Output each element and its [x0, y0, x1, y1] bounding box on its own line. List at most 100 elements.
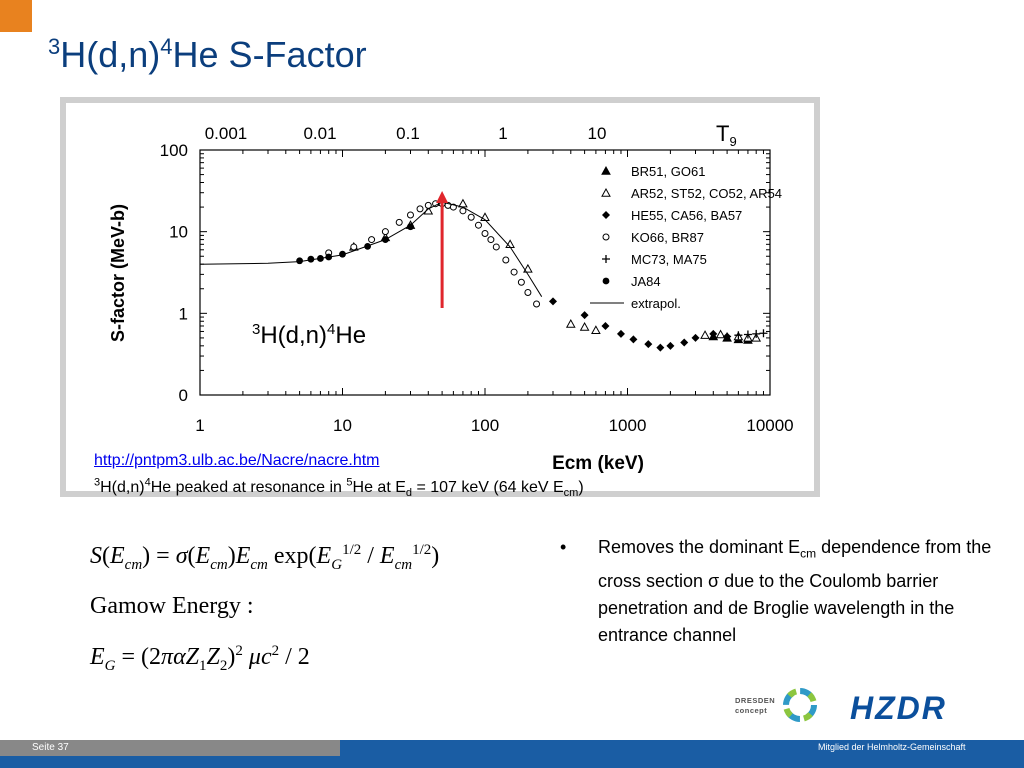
data-point [517, 278, 525, 286]
data-point [481, 229, 489, 237]
x-tick-label: 10 [333, 416, 352, 435]
footer-left-band [0, 740, 340, 756]
legend-label: KO66, BR87 [631, 230, 704, 245]
helmholtz-member-note: Mitglied der Helmholtz-Gemeinschaft [818, 742, 966, 752]
legend-entry: AR52, ST52, CO52, AR54 [601, 186, 782, 201]
data-point [492, 243, 500, 251]
data-point [752, 329, 761, 338]
data-point [381, 228, 389, 236]
top-tick-label: 1 [498, 124, 507, 143]
s-factor-formula: S(Ecm) = σ(Ecm)Ecm exp(EG1/2 / Ecm1/2) [90, 542, 440, 573]
data-point [350, 243, 358, 251]
data-point [523, 263, 533, 273]
data-point [602, 255, 610, 263]
data-point [502, 256, 510, 264]
y-axis-label: S-factor (MeV-b) [108, 204, 128, 342]
title-reaction: H(d,n) [60, 34, 161, 75]
top-tick-label: 0.1 [396, 124, 420, 143]
data-point [548, 297, 557, 306]
top-tick-label: 0.001 [205, 124, 248, 143]
data-point [307, 255, 315, 263]
legend-entry: JA84 [602, 274, 661, 289]
x-tick-labels: 1 10 100 1000 10000 [195, 416, 793, 435]
chart-panel: 1 10 100 1000 10000 0 1 10 100 0.001 0.01 0.1 1 10 … [66, 103, 814, 491]
data-point [601, 321, 610, 330]
data-point [474, 221, 482, 229]
series-extrapol- [199, 201, 543, 297]
data-point [700, 330, 710, 339]
legend-entry: KO66, BR87 [602, 230, 704, 245]
legend-label: BR51, GO61 [631, 164, 705, 179]
data-point [406, 211, 414, 219]
data-point [416, 205, 424, 213]
top-tick-label: 10 [588, 124, 607, 143]
data-point [580, 311, 589, 320]
axis-ticks [199, 150, 770, 396]
page-number: Seite 37 [32, 742, 69, 753]
legend-entry: MC73, MA75 [602, 252, 707, 267]
x-axis-label: Ecm (keV) [552, 453, 644, 474]
data-point [591, 325, 601, 334]
top-axis-tick-labels: 0.001 0.01 0.1 1 10 [205, 124, 607, 143]
extrapolation-line [199, 201, 543, 297]
data-point [459, 207, 467, 215]
dresden-concept-logo: DRESDEN concept [735, 686, 825, 724]
series-ja84 [296, 223, 414, 265]
data-point [666, 341, 675, 350]
data-point [629, 335, 638, 344]
legend-entry: extrapol. [590, 296, 681, 311]
data-point [487, 236, 495, 244]
slide-title: 3H(d,n)4He S-Factor [48, 34, 367, 76]
data-point [616, 329, 625, 338]
y-tick-label: 0 [179, 386, 188, 405]
data-point [602, 277, 610, 285]
plot-reaction-annotation: 3H(d,n)4He [252, 321, 366, 349]
nacre-link[interactable]: http://pntpm3.ulb.ac.be/Nacre/nacre.htm [94, 452, 380, 469]
caption-text: 3H(d,n)4He peaked at resonance in 5He at… [94, 477, 584, 500]
data-point [339, 250, 346, 258]
data-point [395, 218, 403, 226]
resonance-arrow-head [436, 191, 449, 203]
legend-entry: HE55, CA56, BA57 [602, 208, 742, 223]
series-layer [199, 197, 768, 352]
legend-label: HE55, CA56, BA57 [631, 208, 742, 223]
x-tick-label: 100 [471, 416, 499, 435]
data-point [407, 223, 414, 231]
gamow-energy-formula: EG = (2παZ1Z2)2 μc2 / 2 [90, 643, 310, 674]
legend-label: JA84 [631, 274, 661, 289]
data-point [715, 329, 726, 339]
data-point [602, 233, 610, 241]
top-axis-label: T9 [716, 121, 737, 149]
x-tick-label: 1000 [609, 416, 647, 435]
bullet-text: Removes the dominant Ecm dependence from… [598, 537, 992, 645]
y-tick-label: 100 [160, 141, 188, 160]
legend-label: AR52, ST52, CO52, AR54 [631, 186, 782, 201]
data-point [656, 343, 665, 352]
gamow-energy-label: Gamow Energy : [90, 593, 254, 619]
hzdr-logo: HZDR [850, 690, 947, 726]
x-tick-label: 1 [195, 416, 204, 435]
data-point [691, 333, 700, 342]
data-point [734, 331, 743, 340]
data-point [579, 321, 590, 331]
data-point [458, 198, 468, 208]
y-tick-labels: 0 1 10 100 [160, 141, 188, 405]
data-point [565, 318, 576, 328]
data-point [644, 340, 653, 349]
y-tick-label: 1 [179, 304, 188, 323]
title-superscript-mass: 3 [48, 34, 61, 59]
legend-entry: BR51, GO61 [601, 164, 705, 179]
legend-label: MC73, MA75 [631, 252, 707, 267]
data-point [296, 257, 304, 265]
data-point [680, 338, 689, 347]
data-point [723, 332, 732, 341]
data-point [602, 211, 610, 219]
data-point [601, 165, 611, 175]
data-point [759, 329, 768, 338]
data-point [467, 213, 475, 221]
title-superscript-product: 4 [160, 34, 173, 59]
data-point [743, 330, 752, 339]
top-tick-label: 0.01 [303, 124, 336, 143]
series-ko66-br87 [325, 200, 541, 308]
